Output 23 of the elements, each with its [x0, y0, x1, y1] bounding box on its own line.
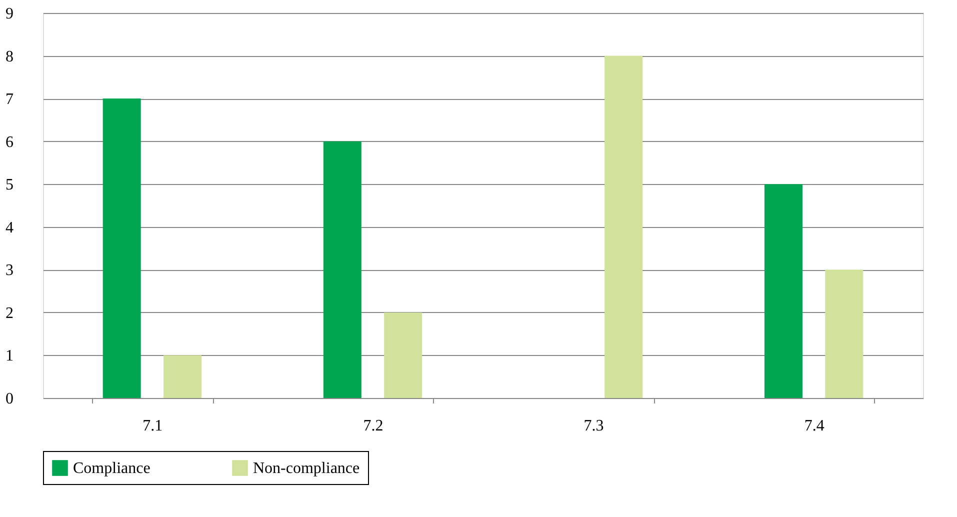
bar — [384, 312, 422, 398]
y-tick-label: 7 — [6, 91, 14, 108]
x-tick-label: 7.3 — [584, 418, 604, 434]
y-tick-label: 8 — [6, 48, 14, 66]
y-tick-label: 9 — [6, 6, 14, 22]
y-tick-label: 5 — [6, 176, 14, 194]
y-tick-label: 0 — [6, 390, 14, 408]
bar — [604, 56, 643, 398]
y-tick-label: 4 — [6, 219, 14, 236]
y-tick-label: 3 — [6, 262, 14, 280]
bar — [164, 355, 202, 398]
x-tick-label: 7.4 — [804, 418, 824, 434]
x-tick-label: 7.2 — [363, 418, 384, 434]
x-tick-label: 7.1 — [142, 418, 163, 434]
bar — [102, 98, 141, 398]
legend-label: Compliance — [73, 460, 150, 477]
y-tick-label: 6 — [6, 134, 14, 151]
bar — [825, 270, 864, 398]
legend-label: Non-compliance — [253, 460, 360, 477]
bar — [764, 184, 802, 398]
y-tick-label: 1 — [6, 348, 14, 365]
y-tick-label: 2 — [6, 304, 14, 322]
bar — [323, 141, 362, 398]
